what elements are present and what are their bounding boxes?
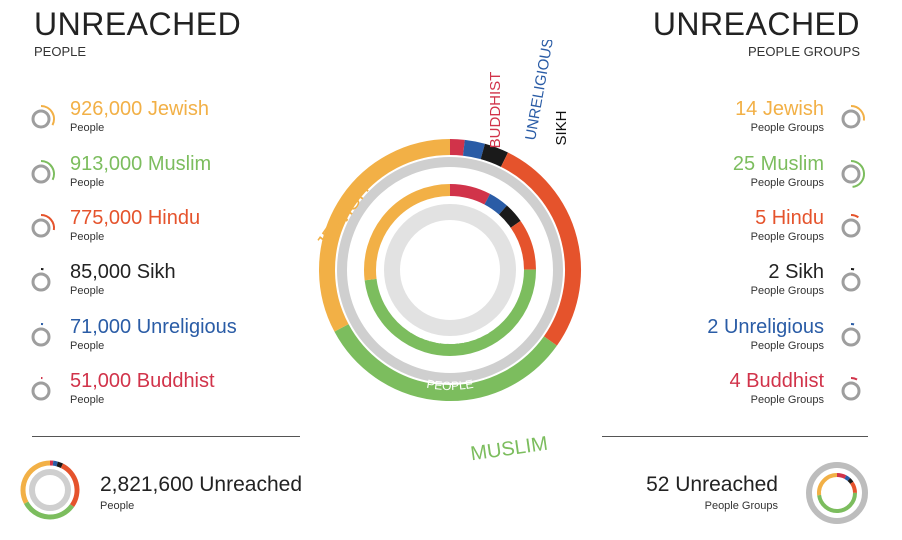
sikh-ring-icon: [31, 267, 51, 292]
left-divider: [32, 436, 300, 437]
label-muslim: MUSLIM: [469, 433, 549, 466]
groups-total-slice-buddhist: [836, 473, 847, 479]
people-row-muslim: 913,000 Muslim People: [26, 153, 296, 203]
muslim-ring-icon: [31, 160, 55, 184]
groups-total-slice-unreligious: [844, 475, 851, 482]
sikh-count: 85,000 Sikh: [70, 261, 176, 283]
buddhist-ring-icon: [841, 376, 861, 401]
muslim-ring-icon: [841, 159, 865, 188]
sikh-ring-icon: [841, 268, 861, 292]
people-total-slice-unreligious: [52, 460, 58, 467]
left-title: UNREACHED: [34, 6, 242, 42]
people-slice-hindu: [500, 152, 581, 346]
hindu-share-arc: [850, 214, 859, 219]
people-slice-muslim: [334, 324, 557, 401]
left-subtitle: PEOPLE: [34, 44, 87, 59]
people-total-sub: People: [100, 500, 135, 512]
groups-total-slice-sikh: [847, 478, 854, 484]
people-total: 2,821,600 Unreached: [100, 473, 302, 496]
people-row-sikh: 85,000 Sikh People: [26, 261, 296, 311]
buddhist-count: 51,000 Buddhist: [70, 370, 215, 392]
groups-row-buddhist: 4 Buddhist People Groups: [596, 370, 866, 420]
people-row-buddhist: 51,000 Buddhist People: [26, 370, 296, 420]
groups-slice-unreligious: [484, 193, 507, 215]
inner-gray-ring: [384, 204, 516, 336]
jewish-unit: People Groups: [750, 122, 824, 134]
label-sikh: SIKH: [553, 110, 570, 145]
outer-gray-ring: [337, 157, 563, 383]
muslim-unit: People Groups: [750, 177, 824, 189]
groups-row-hindu: 5 Hindu People Groups: [596, 207, 866, 257]
groups-total: 52 Unreached: [646, 473, 778, 496]
people-total-donut: [20, 460, 80, 520]
jewish-share-arc: [850, 105, 865, 121]
hindu-count: 5 Hindu: [755, 207, 824, 229]
groups-slice-buddhist: [449, 184, 491, 205]
unreligious-count: 2 Unreligious: [707, 316, 824, 338]
jewish-count: 14 Jewish: [735, 98, 824, 120]
groups-slice-sikh: [498, 205, 521, 228]
people-total-slice-hindu: [60, 463, 80, 508]
groups-total-sub: People Groups: [704, 500, 778, 512]
muslim-unit: People: [70, 177, 105, 189]
jewish-count: 926,000 Jewish: [70, 98, 209, 120]
groups-row-sikh: 2 Sikh People Groups: [596, 261, 866, 311]
unreligious-count: 71,000 Unreligious: [70, 316, 237, 338]
jewish-unit: People: [70, 122, 105, 134]
groups-total-slice-hindu: [850, 481, 857, 494]
buddhist-ring-icon: [31, 376, 51, 401]
muslim-share-arc: [40, 160, 55, 181]
muslim-count: 25 Muslim: [732, 153, 824, 175]
jewish-share-arc: [40, 105, 55, 126]
outer-ring-label: PEOPLE: [426, 377, 475, 393]
buddhist-count: 4 Buddhist: [729, 370, 824, 392]
groups-row-unreligious: 2 Unreligious People Groups: [596, 316, 866, 366]
sikh-unit: People: [70, 285, 105, 297]
people-total-slice-jewish: [20, 460, 51, 504]
hindu-share-arc: [40, 214, 55, 231]
unreligious-unit: People Groups: [750, 340, 824, 352]
people-total-slice-muslim: [23, 501, 75, 520]
groups-total-donut: [806, 462, 868, 524]
buddhist-unit: People: [70, 394, 105, 406]
people-row-unreligious: 71,000 Unreligious People: [26, 316, 296, 366]
muslim-count: 913,000 Muslim: [70, 153, 212, 175]
groups-slice-hindu: [510, 220, 536, 270]
groups-slice-muslim: [364, 269, 537, 356]
right-title: UNREACHED: [652, 6, 860, 42]
people-slice-sikh: [480, 143, 509, 167]
people-total-slice-sikh: [56, 461, 64, 469]
groups-total-slice-jewish: [817, 473, 838, 496]
jewish-ring-icon: [841, 105, 865, 129]
buddhist-unit: People Groups: [750, 394, 824, 406]
hindu-unit: People: [70, 231, 105, 243]
buddhist-share-arc: [850, 376, 858, 381]
groups-row-jewish: 14 Jewish People Groups: [596, 98, 866, 148]
people-slice-jewish: [319, 139, 451, 332]
label-buddhist: BUDDHIST: [487, 72, 504, 149]
unreligious-ring-icon: [841, 323, 861, 347]
label-unreligious: UNRELIGIOUS: [522, 40, 557, 142]
hindu-ring-icon: [841, 214, 861, 238]
right-divider: [602, 436, 868, 437]
muslim-share-arc: [850, 159, 865, 188]
people-row-jewish: 926,000 Jewish People: [26, 98, 296, 148]
groups-slice-jewish: [364, 184, 451, 281]
people-slice-unreligious: [462, 139, 485, 160]
groups-row-muslim: 25 Muslim People Groups: [596, 153, 866, 203]
people-slice-buddhist: [449, 139, 465, 156]
groups-total-slice-muslim: [817, 492, 858, 513]
unreligious-ring-icon: [31, 323, 51, 347]
sikh-unit: People Groups: [750, 285, 824, 297]
people-row-hindu: 775,000 Hindu People: [26, 207, 296, 257]
sikh-count: 2 Sikh: [768, 261, 824, 283]
right-subtitle: PEOPLE GROUPS: [748, 44, 860, 59]
hindu-unit: People Groups: [750, 231, 824, 243]
hindu-count: 775,000 Hindu: [70, 207, 201, 229]
hindu-ring-icon: [31, 214, 55, 238]
jewish-ring-icon: [31, 105, 55, 129]
unreligious-unit: People: [70, 340, 105, 352]
